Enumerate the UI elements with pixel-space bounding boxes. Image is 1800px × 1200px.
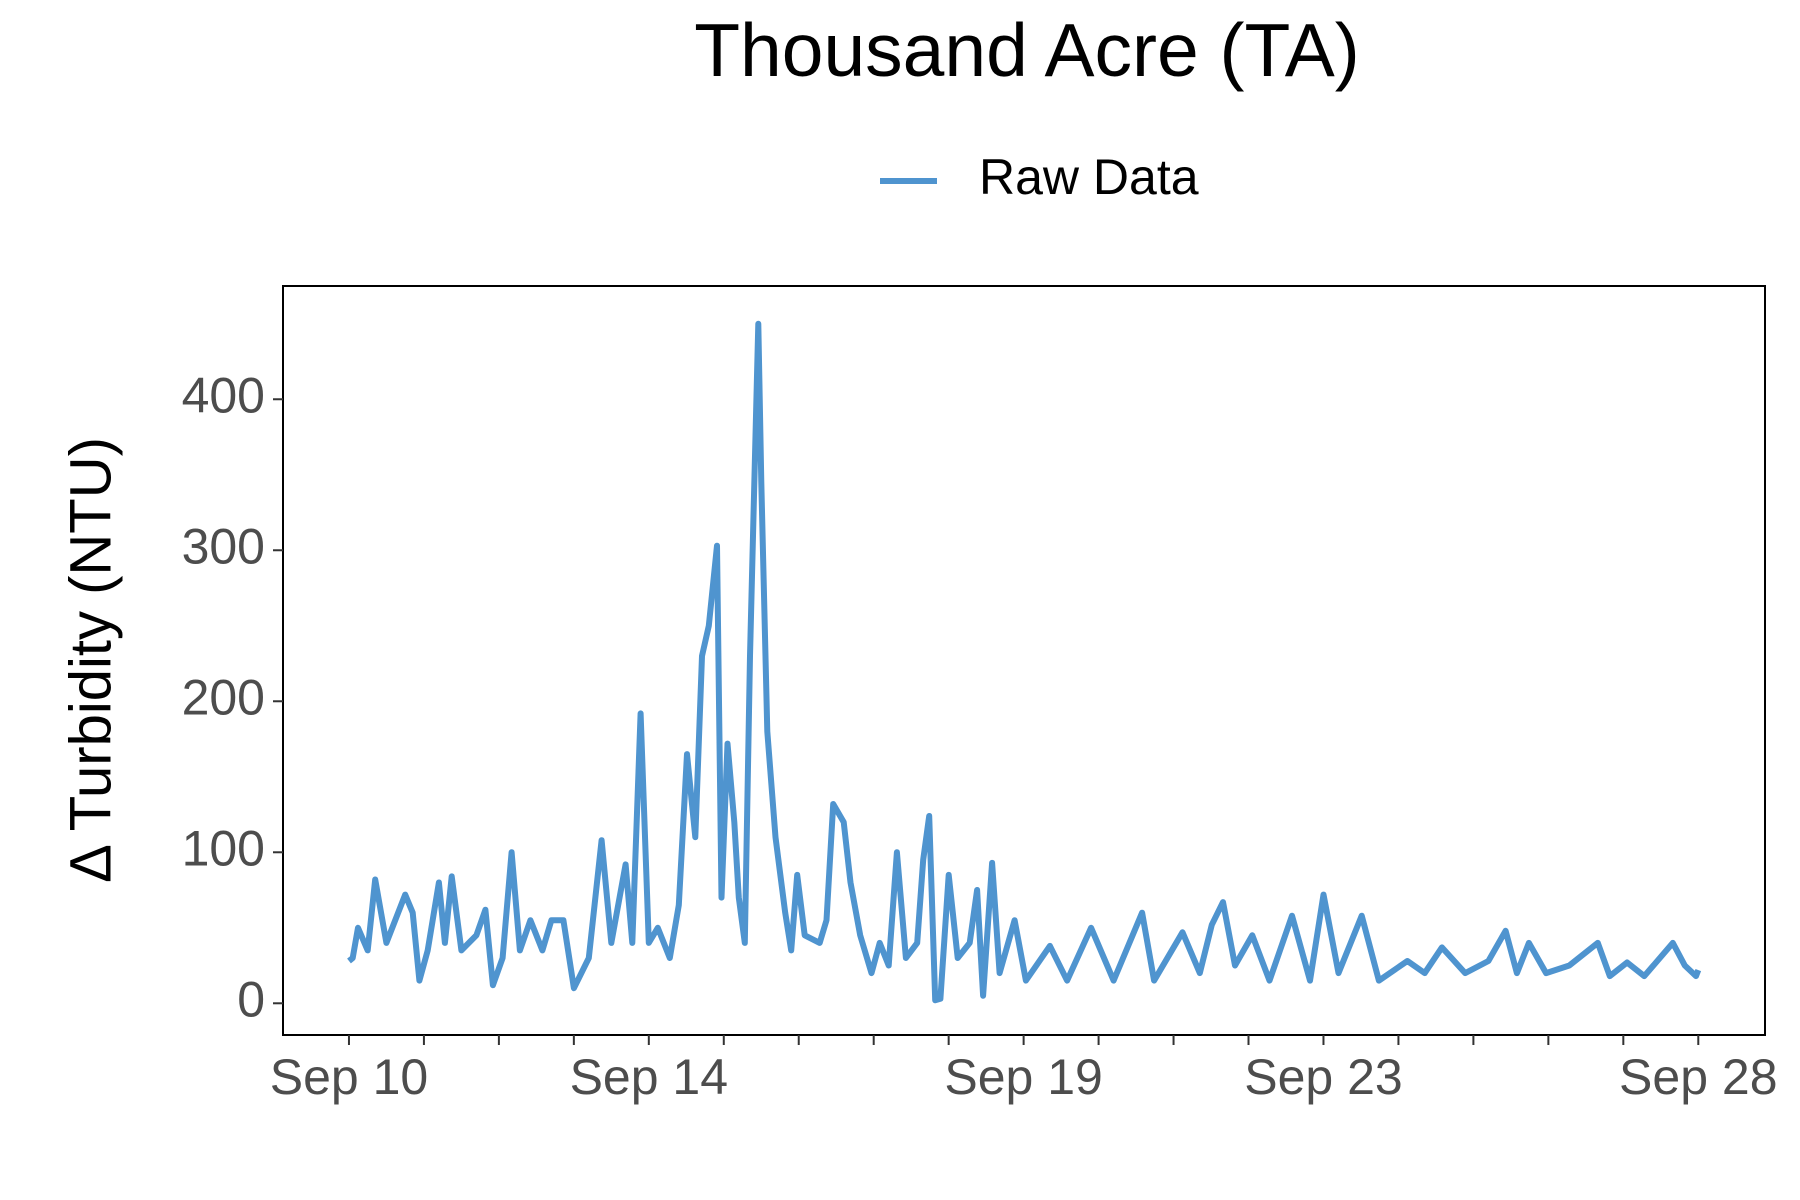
x-tick-label: Sep 19 bbox=[944, 1049, 1102, 1105]
chart-title: Thousand Acre (TA) bbox=[694, 8, 1360, 92]
y-tick-label: 400 bbox=[182, 367, 265, 423]
x-tick-label: Sep 14 bbox=[570, 1049, 728, 1105]
x-tick-label: Sep 23 bbox=[1244, 1049, 1402, 1105]
y-axis-label: Δ Turbidity (NTU) bbox=[58, 437, 123, 883]
y-tick-label: 200 bbox=[182, 669, 265, 725]
legend-label: Raw Data bbox=[979, 149, 1199, 205]
data-line bbox=[347, 320, 1702, 1004]
x-tick-label: Sep 10 bbox=[270, 1049, 428, 1105]
x-tick-label: Sep 28 bbox=[1619, 1049, 1777, 1105]
y-tick-label: 300 bbox=[182, 518, 265, 574]
y-tick-label: 0 bbox=[237, 971, 265, 1027]
y-tick-label: 100 bbox=[182, 820, 265, 876]
